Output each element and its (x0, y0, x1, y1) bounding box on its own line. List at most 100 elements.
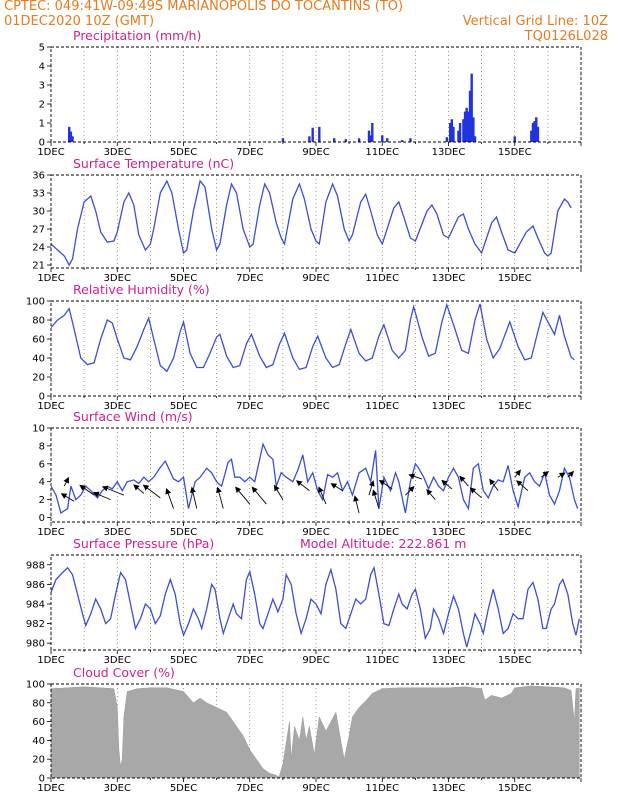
x-tick-label: 3DEC (104, 655, 131, 666)
wind-arrow (426, 489, 436, 500)
precip-bar (357, 138, 361, 142)
precip-bar (472, 117, 475, 142)
y-tick-label: 2 (39, 100, 45, 111)
precip-bar (281, 138, 285, 142)
wind-arrow (459, 475, 469, 487)
y-tick-label: 36 (32, 171, 45, 182)
y-tick-label: 1 (39, 119, 45, 130)
panel-temp: 21 24 27 30 33 36 1DEC 3DEC 5DEC 7DEC 9DEC 11DEC 13D… (32, 156, 582, 284)
cloud-cover-area (51, 685, 580, 778)
y-tick-label: 980 (26, 639, 45, 650)
wind-arrow (318, 486, 327, 505)
temp-series-line (51, 179, 572, 267)
x-tick-label: 15DEC (498, 273, 532, 284)
precip-bar (445, 137, 449, 142)
pres-series-line (51, 565, 580, 648)
x-tick-label: 1DEC (37, 401, 64, 412)
wind-arrow (516, 480, 529, 492)
x-tick-label: 3DEC (104, 273, 131, 284)
x-tick-label: 13DEC (432, 783, 466, 794)
precip-bar (457, 130, 460, 142)
x-tick-label: 13DEC (432, 401, 466, 412)
x-tick-label: 7DEC (236, 273, 263, 284)
run-date: 01DEC2020 10Z (GMT) (4, 14, 155, 29)
x-tick-label: 15DEC (498, 147, 532, 158)
precip-bar (400, 140, 404, 142)
panel-frame (50, 174, 582, 269)
y-tick-label: 80 (32, 316, 45, 327)
precip-bar (535, 117, 538, 142)
precip-bar (308, 136, 311, 142)
panel-precip: 0 1 2 3 4 5 1DEC 3DEC 5DEC 7DEC 9DEC 11DEC 13DEC 15DE… (37, 28, 582, 158)
y-tick-label: 4 (39, 477, 45, 488)
y-tick-label: 2 (39, 495, 45, 506)
x-tick-label: 7DEC (236, 655, 263, 666)
x-tick-label: 13DEC (432, 655, 466, 666)
wind-arrow (79, 484, 95, 496)
x-tick-label: 7DEC (236, 783, 263, 794)
y-tick-label: 0 (39, 774, 45, 785)
precip-bar (381, 135, 384, 142)
panel-title: Precipitation (mm/h) (73, 28, 201, 43)
wind-arrow (368, 480, 375, 496)
y-tick-label: 60 (32, 335, 45, 346)
chart-header: CPTEC: 049:41W-09:49S MARIANOPOLIS DO TO… (0, 0, 618, 46)
x-tick-label: 3DEC (104, 783, 131, 794)
y-tick-label: 10 (32, 424, 45, 435)
x-tick-label: 9DEC (302, 655, 329, 666)
wind-arrow (273, 484, 284, 500)
wind-arrow (371, 489, 380, 509)
panel-pres: 980 982 984 986 988 1DEC 3DEC 5DEC 7DEC 9DEC 11DEC… (26, 536, 582, 666)
y-tick-label: 6 (39, 459, 45, 470)
precip-bar (318, 126, 321, 142)
y-tick-label: 5 (39, 43, 45, 54)
grid-line-note: Vertical Grid Line: 10Z (462, 14, 608, 29)
precip-bar (71, 136, 74, 142)
y-tick-label: 24 (32, 243, 45, 254)
x-tick-label: 11DEC (365, 401, 399, 412)
precip-bar (462, 119, 465, 142)
precip-bar (386, 138, 389, 142)
wind-arrow (557, 472, 566, 479)
x-tick-label: 13DEC (432, 273, 466, 284)
panel-frame (50, 683, 582, 779)
model-code: TQ0126L028 (524, 29, 608, 44)
precip-bar (448, 123, 452, 142)
y-tick-label: 0 (39, 513, 45, 524)
panel-rh: 0 20 40 60 80 100 1DEC 3DEC 5DEC 7DEC 9DEC 11DEC 13D… (26, 282, 582, 412)
station-line: CPTEC: 049:41W-09:49S MARIANOPOLIS DO TO… (4, 0, 404, 14)
y-tick-label: 0 (39, 392, 45, 403)
y-tick-label: 8 (39, 441, 45, 452)
y-tick-label: 4 (39, 62, 45, 73)
precip-bar (344, 139, 348, 142)
x-tick-label: 9DEC (302, 147, 329, 158)
y-tick-label: 100 (26, 680, 45, 691)
y-tick-label: 982 (26, 619, 45, 630)
precip-bar (409, 138, 412, 142)
precip-bar (69, 131, 73, 142)
precip-bar (530, 130, 533, 142)
precip-bar (473, 136, 477, 142)
y-tick-label: 60 (32, 717, 45, 728)
y-tick-label: 40 (32, 354, 45, 365)
y-tick-label: 40 (32, 736, 45, 747)
model-altitude: Model Altitude: 222.861 m (300, 536, 466, 551)
wind-arrow (92, 491, 111, 501)
y-tick-label: 30 (32, 207, 45, 218)
y-tick-label: 0 (39, 138, 45, 149)
x-tick-label: 1DEC (37, 783, 64, 794)
x-tick-label: 7DEC (236, 147, 263, 158)
x-tick-label: 5DEC (170, 273, 197, 284)
precip-bar (371, 123, 374, 142)
y-tick-label: 988 (26, 560, 45, 571)
x-tick-label: 15DEC (498, 655, 532, 666)
x-tick-label: 13DEC (432, 147, 466, 158)
precip-bar (531, 123, 535, 142)
wind-arrow (235, 486, 251, 505)
wind-arrow (378, 479, 393, 490)
x-tick-label: 9DEC (302, 527, 329, 538)
y-tick-label: 27 (32, 225, 45, 236)
y-tick-label: 3 (39, 81, 45, 92)
panel-title: Relative Humidity (%) (73, 282, 210, 297)
panel-title: Cloud Cover (%) (73, 665, 175, 680)
